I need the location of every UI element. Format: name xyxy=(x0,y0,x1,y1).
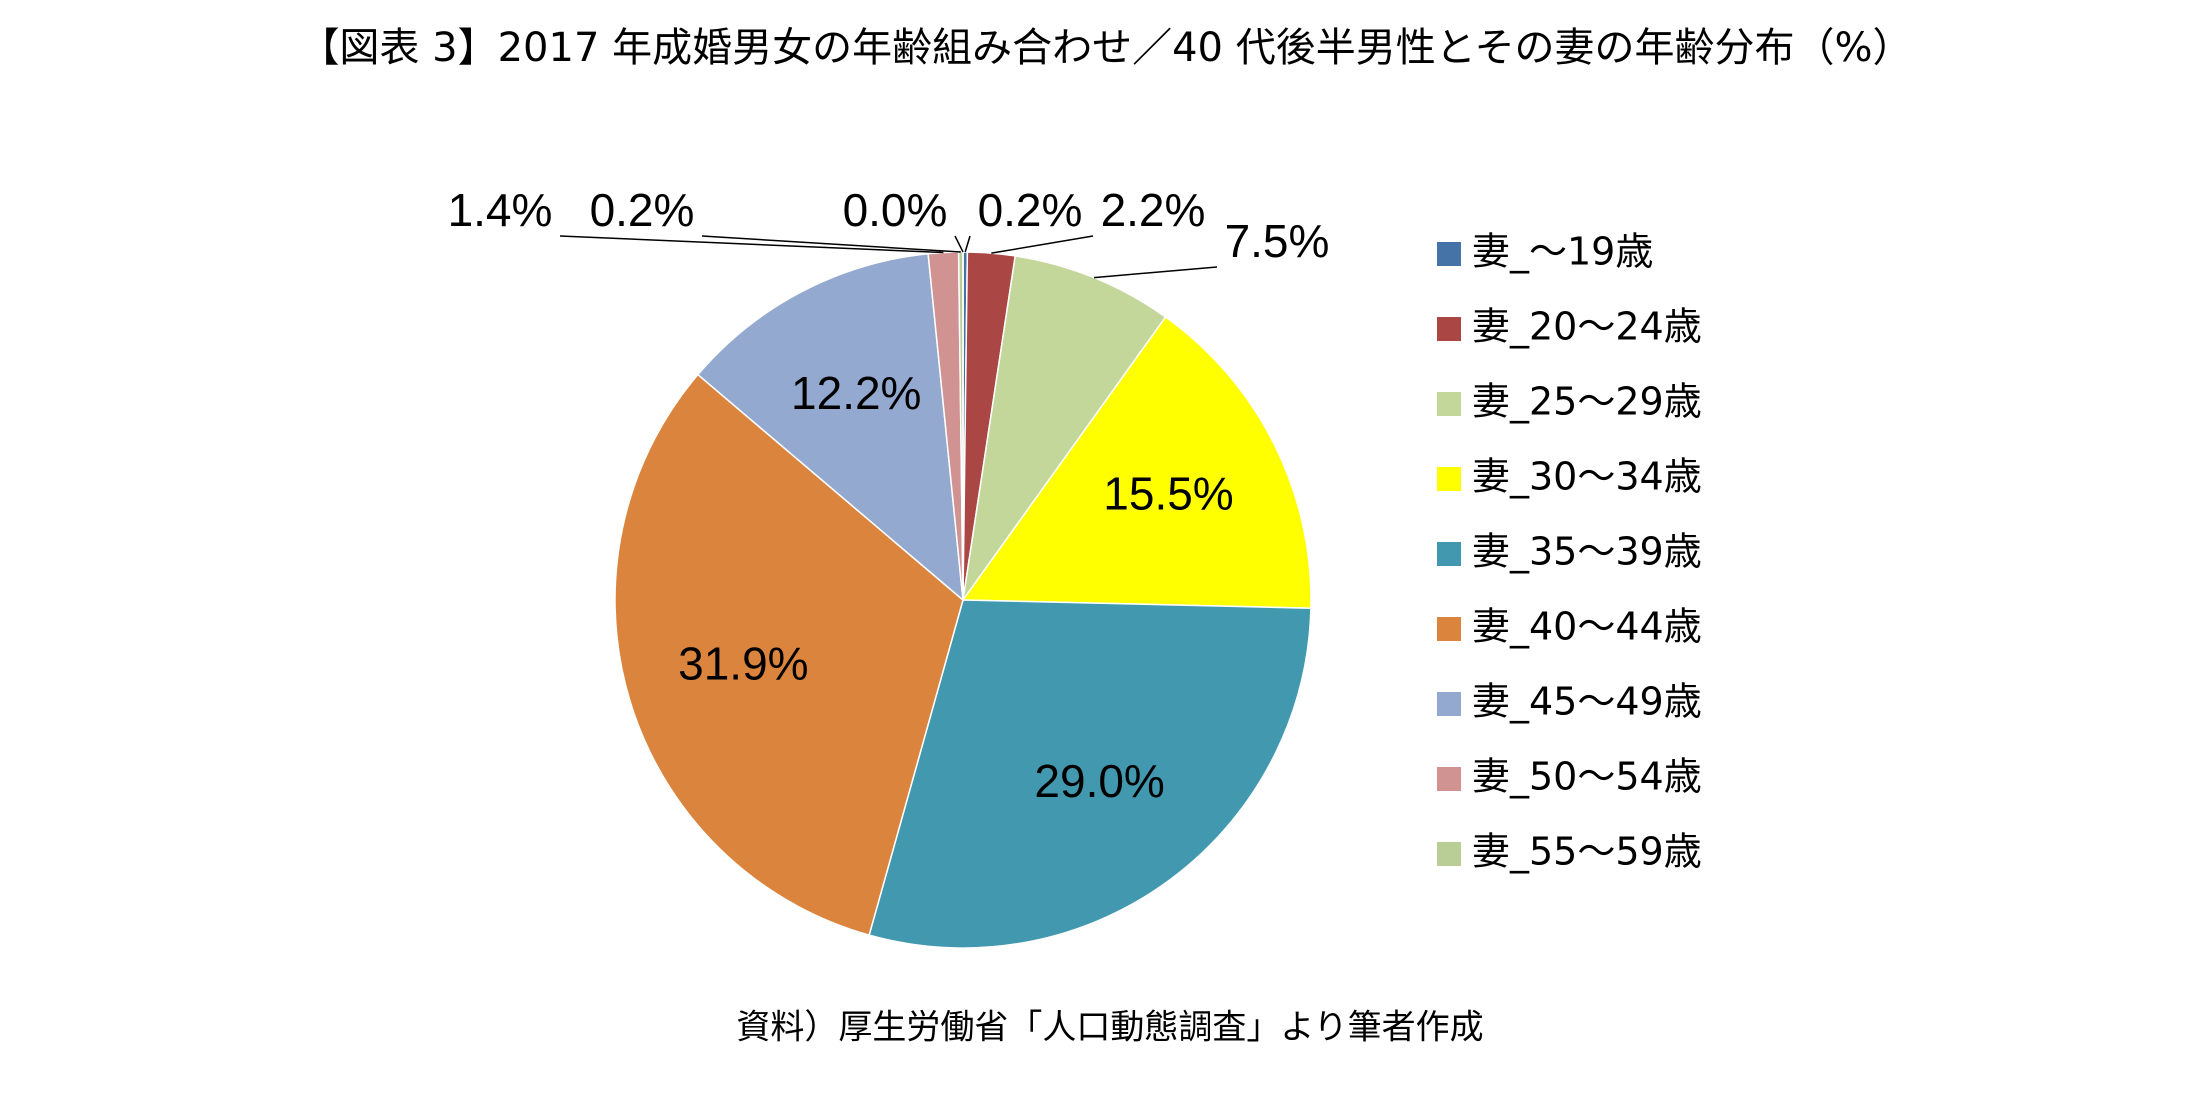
legend-label: 妻_20～24歳 xyxy=(1472,305,1702,349)
leader-line xyxy=(954,235,964,253)
legend-swatch xyxy=(1437,542,1461,566)
legend-label: 妻_～19歳 xyxy=(1472,230,1653,274)
data-label: 0.2% xyxy=(590,184,695,236)
pie-slice xyxy=(868,599,1312,949)
data-label: 29.0% xyxy=(1034,755,1164,807)
data-label: 1.4% xyxy=(448,184,553,236)
leader-line xyxy=(559,235,944,254)
legend-label: 妻_45～49歳 xyxy=(1472,680,1702,724)
pie-slice xyxy=(962,255,1167,601)
legend-swatch xyxy=(1437,617,1461,641)
pie-slice xyxy=(696,252,964,602)
leader-line xyxy=(701,235,961,253)
chart-title: 【図表 3】2017 年成婚男女の年齢組み合わせ／40 代後半男性とその妻の年齢… xyxy=(299,25,1912,71)
legend-label: 妻_25～29歳 xyxy=(1472,380,1702,424)
data-label: 7.5% xyxy=(1225,215,1330,267)
legend-swatch xyxy=(1437,767,1461,791)
legend-swatch xyxy=(1437,467,1461,491)
data-label: 0.0% xyxy=(843,184,948,236)
source-note: 資料）厚生労働省「人口動態調査」より筆者作成 xyxy=(736,1008,1483,1048)
leader-line xyxy=(964,235,971,253)
legend-swatch xyxy=(1437,392,1461,416)
leader-line xyxy=(1093,266,1218,279)
pie-slice xyxy=(614,373,964,937)
legend-swatch xyxy=(1437,242,1461,266)
data-label: 31.9% xyxy=(678,637,808,689)
legend-swatch xyxy=(1437,692,1461,716)
data-label: 12.2% xyxy=(791,367,921,419)
data-label: 2.2% xyxy=(1101,184,1206,236)
legend-label: 妻_50～54歳 xyxy=(1472,755,1702,799)
legend-swatch xyxy=(1437,317,1461,341)
data-label: 0.2% xyxy=(978,184,1083,236)
legend-swatch xyxy=(1437,842,1461,866)
pie-slice xyxy=(961,316,1312,609)
data-label: 15.5% xyxy=(1103,468,1233,520)
legend-label: 妻_55～59歳 xyxy=(1472,830,1702,874)
legend-label: 妻_40～44歳 xyxy=(1472,605,1702,649)
legend-label: 妻_35～39歳 xyxy=(1472,530,1702,574)
leader-line xyxy=(991,235,1094,254)
legend-label: 妻_30～34歳 xyxy=(1472,455,1702,499)
